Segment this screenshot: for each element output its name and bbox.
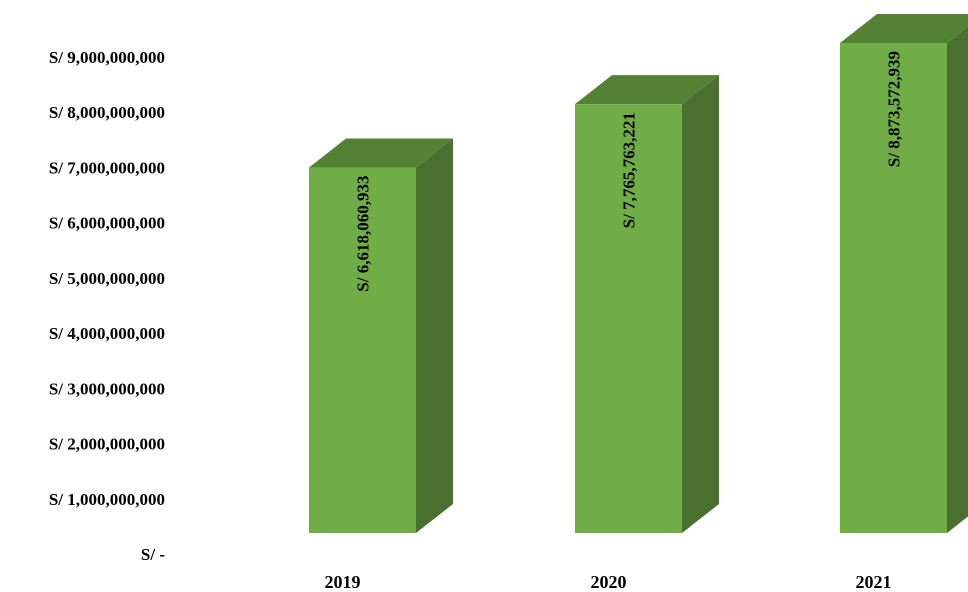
bar-top-face	[840, 14, 968, 44]
bar-front-face	[575, 104, 682, 533]
bar-top-face	[575, 75, 719, 105]
bar-top-face	[309, 138, 453, 168]
bars: S/ 6,618,060,933 S/ 7,765,763,221 S/ 8,873…	[309, 14, 968, 534]
y-tick-label: S/ 7,000,000,000	[49, 158, 165, 177]
bar-front-face	[840, 43, 947, 533]
bar-2021: S/ 8,873,572,939	[840, 14, 968, 533]
y-tick-label: S/ 6,000,000,000	[49, 214, 165, 233]
y-tick-label: S/ -	[141, 545, 165, 564]
x-tick-label: 2019	[325, 572, 361, 592]
y-tick-label: S/ 4,000,000,000	[49, 324, 165, 343]
bar-side-face	[947, 26, 968, 533]
bar-side-face	[416, 138, 453, 534]
y-tick-label: S/ 5,000,000,000	[49, 269, 165, 288]
x-tick-label: 2020	[591, 572, 627, 592]
bar-2020: S/ 7,765,763,221	[575, 75, 719, 533]
data-label: S/ 6,618,060,933	[354, 176, 373, 292]
bar-front-face	[309, 167, 416, 534]
data-label: S/ 7,765,763,221	[620, 112, 639, 228]
bar-2019: S/ 6,618,060,933	[309, 138, 453, 534]
y-tick-label: S/ 1,000,000,000	[49, 490, 165, 509]
y-axis: S/ - S/ 1,000,000,000 S/ 2,000,000,000 S/ 3…	[49, 48, 166, 564]
x-axis: 2019 2020 2021	[325, 572, 892, 592]
y-tick-label: S/ 3,000,000,000	[49, 379, 165, 398]
x-tick-label: 2021	[856, 572, 892, 592]
data-label: S/ 8,873,572,939	[885, 51, 904, 167]
y-tick-label: S/ 9,000,000,000	[49, 48, 165, 67]
bar-side-face	[682, 75, 719, 533]
y-tick-label: S/ 2,000,000,000	[49, 435, 165, 454]
y-tick-label: S/ 8,000,000,000	[49, 103, 165, 122]
